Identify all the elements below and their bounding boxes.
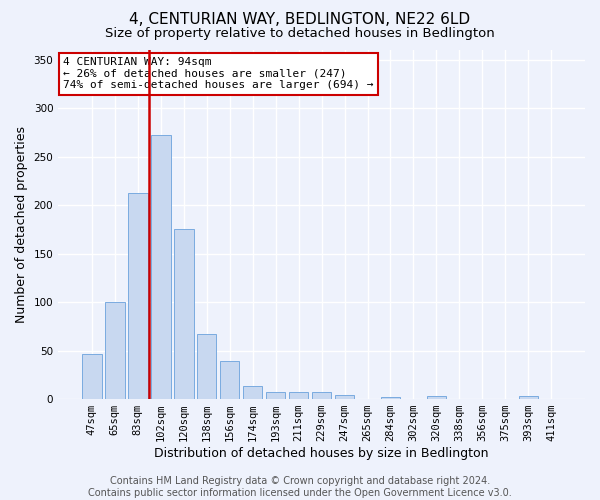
- Bar: [289, 392, 308, 399]
- Y-axis label: Number of detached properties: Number of detached properties: [15, 126, 28, 323]
- Bar: [197, 334, 217, 399]
- Text: Size of property relative to detached houses in Bedlington: Size of property relative to detached ho…: [105, 28, 495, 40]
- Bar: [151, 136, 170, 399]
- Text: Contains HM Land Registry data © Crown copyright and database right 2024.
Contai: Contains HM Land Registry data © Crown c…: [88, 476, 512, 498]
- Bar: [105, 302, 125, 399]
- Bar: [335, 395, 355, 399]
- X-axis label: Distribution of detached houses by size in Bedlington: Distribution of detached houses by size …: [154, 447, 489, 460]
- Bar: [312, 392, 331, 399]
- Text: 4, CENTURIAN WAY, BEDLINGTON, NE22 6LD: 4, CENTURIAN WAY, BEDLINGTON, NE22 6LD: [130, 12, 470, 28]
- Bar: [427, 396, 446, 399]
- Bar: [128, 192, 148, 399]
- Bar: [82, 354, 101, 399]
- Bar: [243, 386, 262, 399]
- Bar: [220, 362, 239, 399]
- Bar: [518, 396, 538, 399]
- Bar: [174, 230, 194, 399]
- Bar: [266, 392, 286, 399]
- Bar: [381, 397, 400, 399]
- Text: 4 CENTURIAN WAY: 94sqm
← 26% of detached houses are smaller (247)
74% of semi-de: 4 CENTURIAN WAY: 94sqm ← 26% of detached…: [64, 57, 374, 90]
